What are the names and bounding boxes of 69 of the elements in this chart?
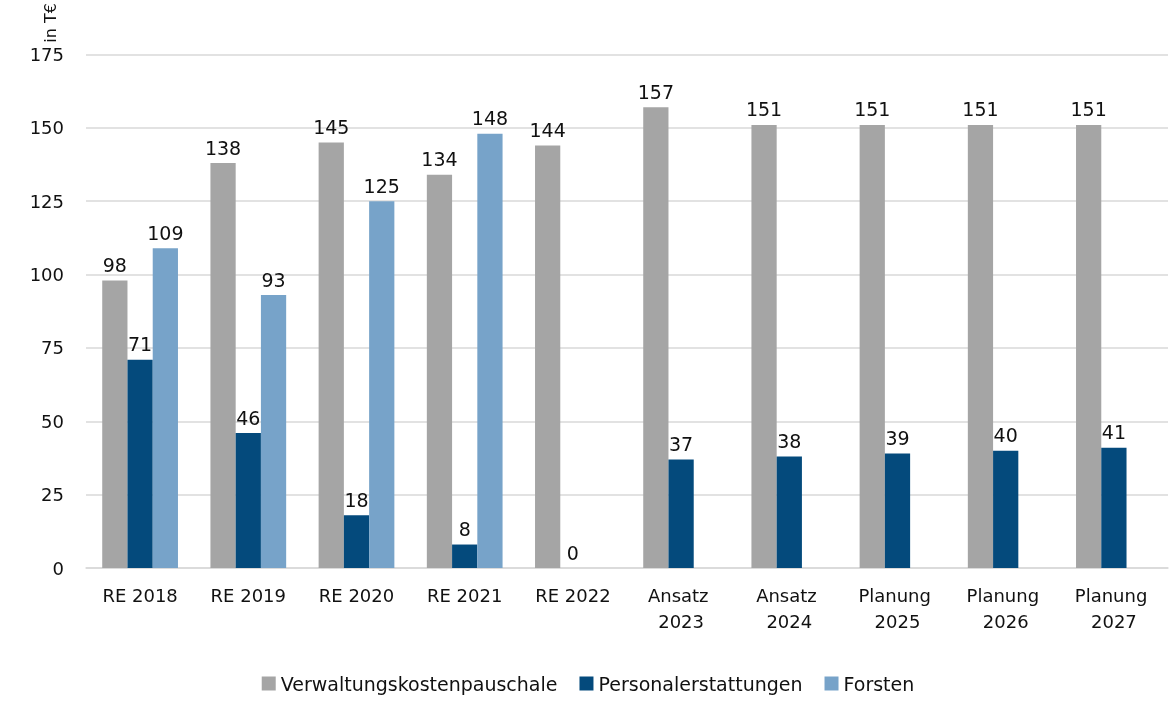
bar — [535, 145, 561, 568]
x-tick-label: RE 2018 — [102, 584, 178, 606]
bar — [152, 248, 178, 568]
y-tick-label: 25 — [41, 484, 64, 506]
bar — [235, 433, 261, 568]
bar — [210, 163, 236, 568]
data-label: 151 — [962, 98, 999, 121]
bar — [1076, 124, 1102, 568]
bar — [452, 544, 478, 568]
bar — [343, 515, 370, 568]
bar — [643, 107, 669, 568]
legend-label: Forsten — [843, 672, 915, 695]
bar — [477, 133, 503, 568]
data-label: 40 — [993, 424, 1018, 447]
data-label: 138 — [204, 136, 242, 159]
data-label: 98 — [102, 253, 127, 276]
data-label: 38 — [777, 430, 802, 452]
x-tick-label: Ansatz 2024 — [756, 584, 823, 632]
bar — [102, 280, 128, 568]
y-tick-label: 175 — [29, 44, 64, 66]
x-tick-label: Planung 2027 — [1074, 584, 1154, 632]
x-tick-label: Planung 2025 — [858, 584, 937, 632]
x-tick-label: RE 2019 — [210, 584, 287, 606]
y-tick-label: 125 — [29, 190, 64, 212]
bar — [426, 174, 453, 568]
bar — [967, 124, 994, 568]
data-label: 0 — [566, 541, 579, 564]
y-tick-label: 75 — [41, 337, 64, 359]
x-tick-label: Ansatz 2023 — [647, 584, 715, 632]
data-label: 37 — [669, 432, 694, 455]
data-label: 125 — [363, 174, 400, 197]
x-tick-label: RE 2020 — [318, 584, 395, 606]
data-label: 71 — [128, 333, 153, 356]
data-label: 109 — [147, 221, 184, 244]
bar — [993, 450, 1019, 568]
bar — [127, 359, 153, 568]
y-tick-label: 100 — [29, 264, 64, 286]
bar — [369, 201, 395, 568]
legend-label: Personalerstattungen — [598, 672, 803, 695]
y-tick-label: 50 — [41, 410, 64, 432]
data-label: 157 — [637, 80, 674, 103]
data-label: 93 — [261, 268, 286, 291]
data-label: 8 — [458, 518, 471, 541]
bar — [668, 459, 694, 568]
data-label: 151 — [854, 98, 891, 121]
legend-label: Verwaltungskostenpauschale — [280, 672, 558, 695]
bar — [776, 456, 802, 568]
y-axis-title: in T€ — [40, 3, 60, 43]
data-label: 18 — [344, 488, 369, 511]
data-label: 144 — [529, 118, 566, 141]
data-label: 151 — [745, 98, 783, 121]
x-tick-label: RE 2021 — [426, 584, 503, 606]
bar — [859, 124, 885, 568]
bar — [318, 142, 344, 568]
x-tick-label: Planung 2026 — [966, 584, 1045, 632]
bar — [884, 453, 911, 568]
data-label: 145 — [313, 116, 350, 139]
y-tick-label: 150 — [29, 117, 64, 139]
data-label: 148 — [471, 107, 509, 130]
y-tick-label: 0 — [52, 557, 64, 579]
bar — [751, 124, 777, 568]
data-label: 39 — [885, 427, 910, 450]
bar — [260, 295, 287, 568]
data-label: 41 — [1101, 421, 1126, 444]
x-tick-label: RE 2022 — [535, 584, 611, 606]
data-label: 134 — [421, 148, 458, 171]
data-label: 46 — [236, 406, 261, 429]
data-label: 151 — [1070, 98, 1107, 121]
bar — [1101, 447, 1127, 568]
